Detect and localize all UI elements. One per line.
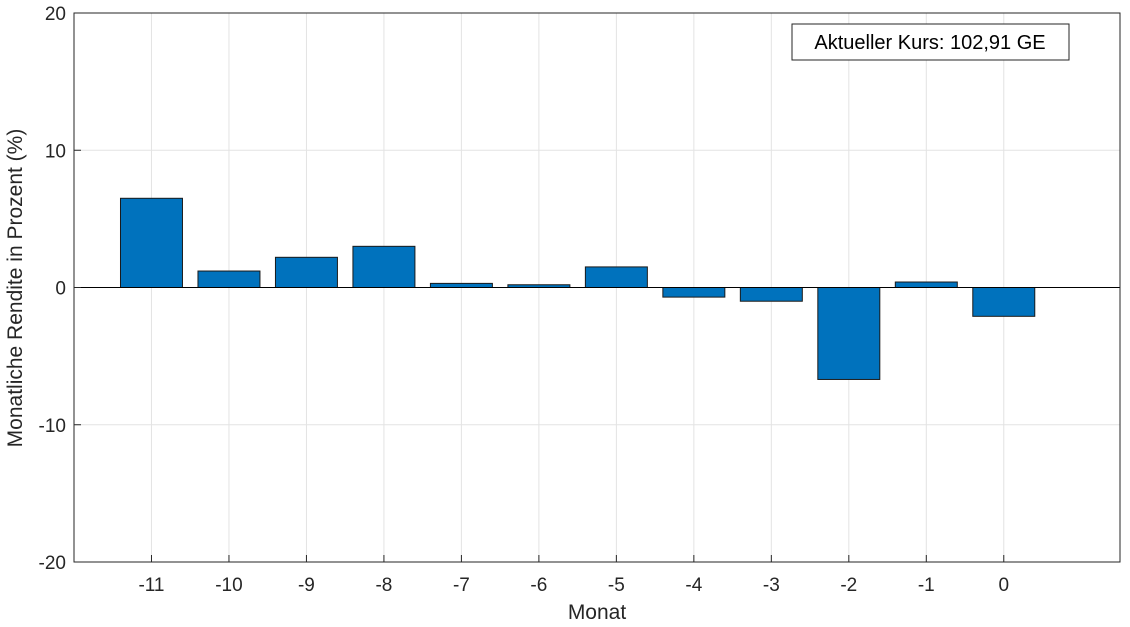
bar--8 bbox=[352, 245, 416, 288]
x-tick-label: -8 bbox=[375, 575, 392, 596]
bar--1 bbox=[894, 281, 958, 289]
bar--3 bbox=[739, 287, 803, 302]
annotation-box: Aktueller Kurs: 102,91 GE bbox=[791, 23, 1070, 61]
x-tick-label: -10 bbox=[215, 575, 242, 596]
y-axis-label: Monatliche Rendite in Prozent (%) bbox=[4, 129, 27, 448]
annotation-text: Aktueller Kurs: 102,91 GE bbox=[814, 32, 1045, 54]
y-tick-label: -20 bbox=[39, 553, 66, 574]
x-tick-label: -6 bbox=[530, 575, 547, 596]
x-tick-label: -4 bbox=[685, 575, 702, 596]
bar--4 bbox=[662, 287, 726, 298]
y-tick-label: 10 bbox=[45, 141, 66, 162]
x-tick-label: -7 bbox=[453, 575, 470, 596]
bar--7 bbox=[429, 282, 493, 289]
y-tick-label: -10 bbox=[39, 416, 66, 437]
bar-0 bbox=[972, 287, 1036, 317]
bar--2 bbox=[817, 287, 881, 380]
bars bbox=[119, 197, 1036, 380]
x-tick-label: -5 bbox=[608, 575, 625, 596]
y-tick-label: 20 bbox=[45, 4, 66, 25]
bar--5 bbox=[584, 266, 648, 289]
x-tick-label: 0 bbox=[998, 575, 1009, 596]
bar--10 bbox=[197, 270, 261, 288]
annotation-frame bbox=[791, 23, 1070, 61]
x-tick-label: -9 bbox=[298, 575, 315, 596]
x-tick-label: -11 bbox=[138, 575, 164, 596]
x-tick-label: -1 bbox=[918, 575, 935, 596]
y-tick-label: 0 bbox=[55, 279, 66, 300]
bar--9 bbox=[274, 256, 338, 288]
x-tick-label: -2 bbox=[840, 575, 857, 596]
x-axis-label: Monat bbox=[568, 601, 627, 624]
x-axis-ticks: -11 -10 -9 -8 -7 -6 -5 -4 -3 -2 -1 0 bbox=[138, 555, 1009, 596]
x-tick-label: -3 bbox=[763, 575, 780, 596]
y-axis-ticks: -20 -10 0 10 20 bbox=[39, 4, 81, 574]
bar--11 bbox=[119, 197, 183, 289]
